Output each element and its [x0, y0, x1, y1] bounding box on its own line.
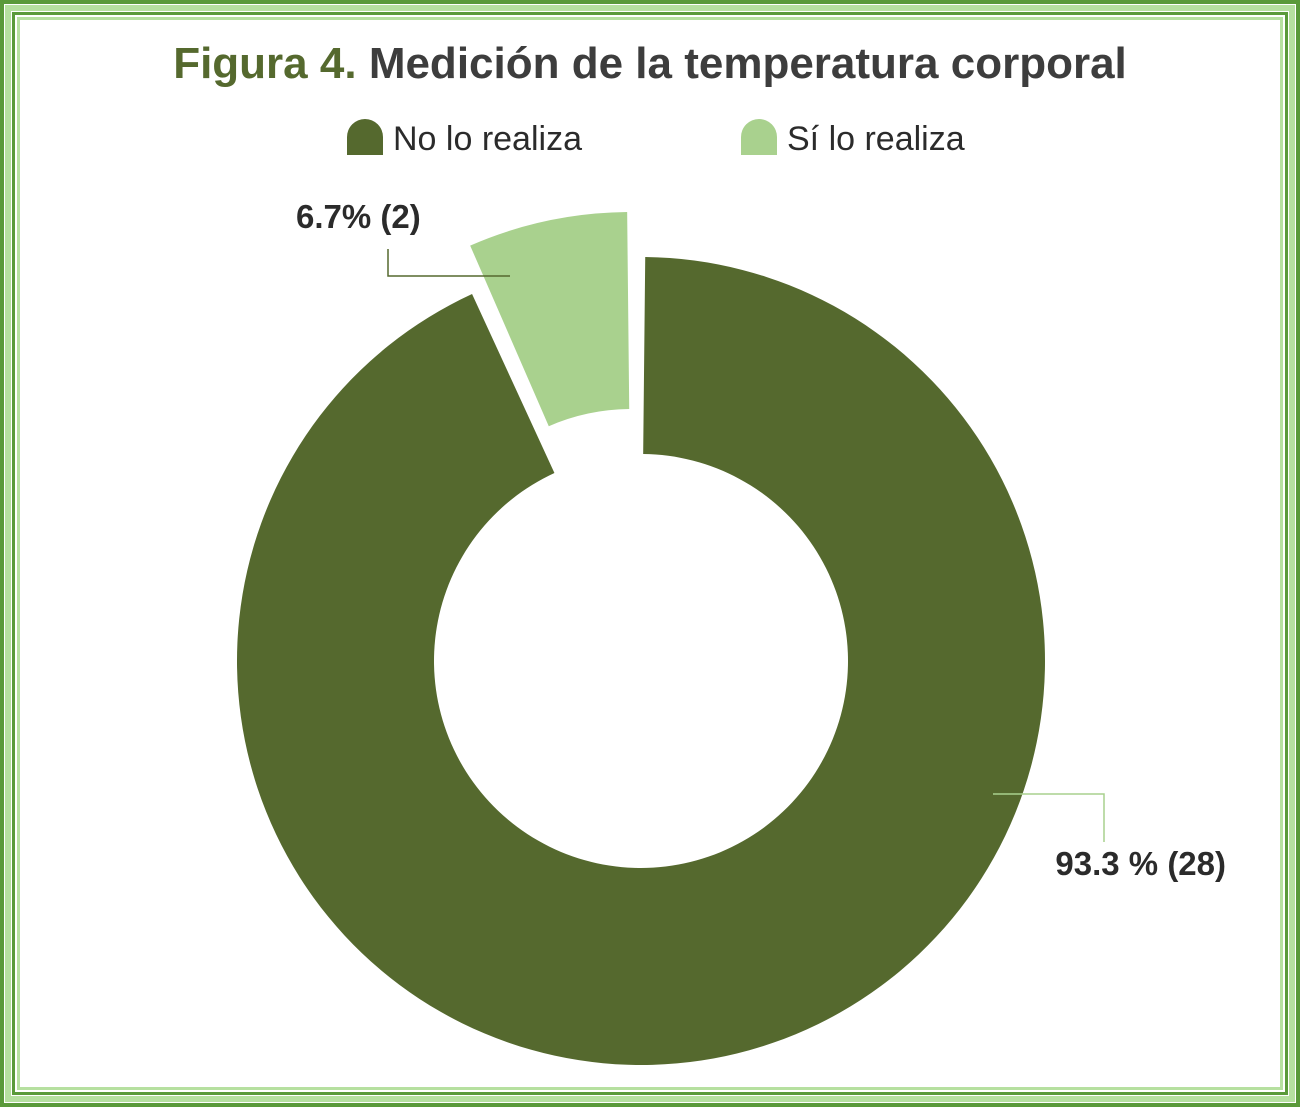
data-label-no-lo-realiza: 93.3 % (28) [1055, 845, 1226, 882]
slice-si-lo-realiza [470, 212, 630, 427]
legend: No lo realiza Sí lo realiza [347, 119, 965, 158]
figure-number: Figura 4. [173, 39, 357, 88]
slice-no-lo-realiza [236, 257, 1045, 1065]
data-labels: 6.7% (2) 93.3 % (28) [296, 198, 1226, 882]
data-label-si-lo-realiza: 6.7% (2) [296, 198, 421, 235]
slices [236, 212, 1045, 1065]
leader-line-no-lo-realiza [993, 793, 1105, 842]
chart-title: Figura 4. Medición de la temperatura cor… [0, 34, 1300, 94]
legend-label-no-lo-realiza: No lo realiza [393, 120, 582, 158]
legend-swatch-no-lo-realiza [347, 119, 383, 155]
legend-label-si-lo-realiza: Sí lo realiza [787, 120, 965, 158]
leader-line-si-lo-realiza [387, 249, 510, 277]
legend-swatch-si-lo-realiza [741, 119, 777, 155]
title-text: Medición de la temperatura corporal [368, 39, 1127, 88]
